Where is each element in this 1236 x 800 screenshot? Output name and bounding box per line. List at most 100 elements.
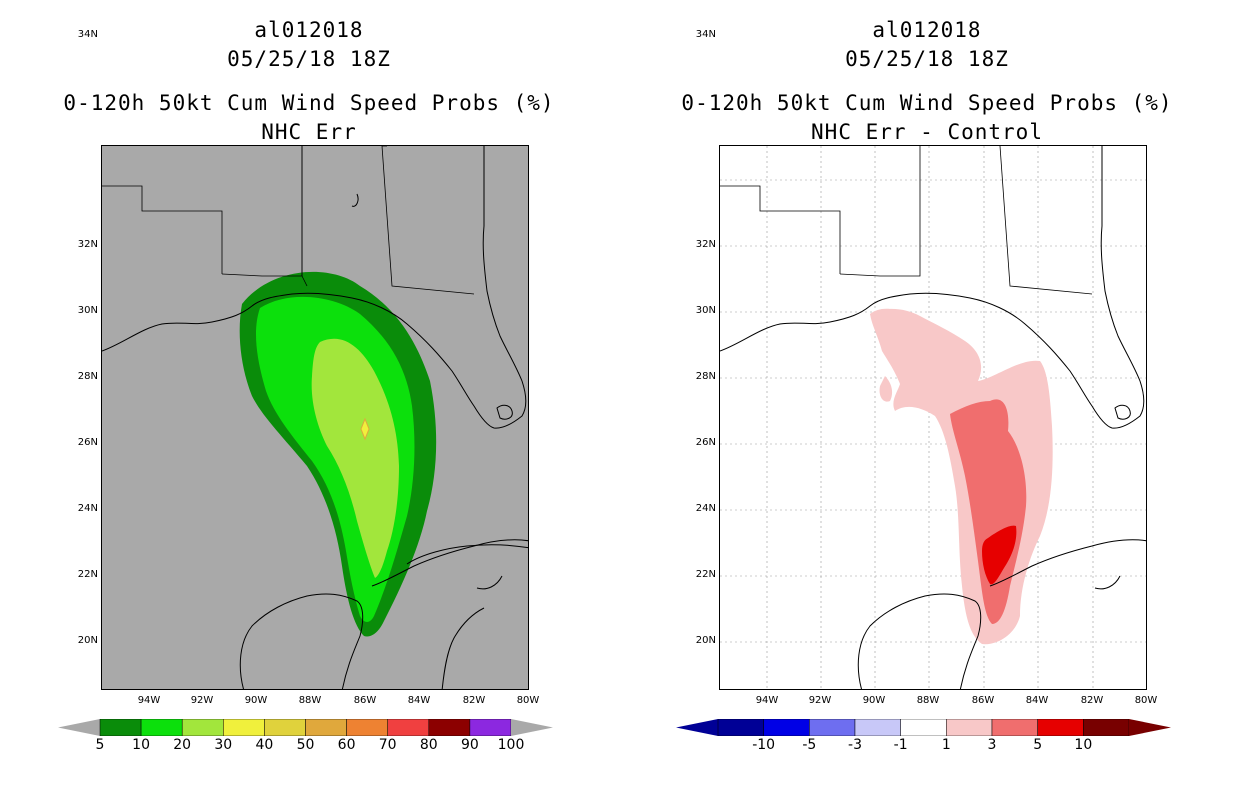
probability-map bbox=[101, 145, 529, 690]
colorbar-segment bbox=[946, 719, 993, 736]
colorbar-segment bbox=[264, 719, 306, 736]
colorbar-segment bbox=[809, 719, 856, 736]
colorbar-segment bbox=[854, 719, 901, 736]
lat-label: 32N bbox=[77, 239, 98, 250]
colorbar-segment bbox=[717, 719, 764, 736]
colorbar-segment bbox=[469, 719, 512, 736]
lon-label: 90W bbox=[862, 695, 886, 706]
colorbar-segment bbox=[428, 719, 471, 736]
colorbar-label: 3 bbox=[987, 737, 997, 753]
lat-label: 22N bbox=[695, 569, 716, 580]
left-panel: al012018 05/25/18 18Z 0-120h 50kt Cum Wi… bbox=[58, 18, 555, 753]
colorbar bbox=[58, 719, 553, 736]
colorbar-label: -10 bbox=[752, 737, 776, 753]
colorbar-label: -5 bbox=[802, 737, 817, 753]
lon-label: 94W bbox=[137, 695, 161, 706]
colorbar bbox=[676, 719, 1171, 736]
forecast-time: 05/25/18 18Z bbox=[845, 47, 1009, 71]
lat-label: 28N bbox=[77, 371, 98, 382]
lon-label: 92W bbox=[808, 695, 832, 706]
lon-label: 80W bbox=[1134, 695, 1158, 706]
lat-label: 30N bbox=[695, 305, 716, 316]
colorbar-segment bbox=[1037, 719, 1084, 736]
coastlines bbox=[720, 146, 1146, 689]
state-borders bbox=[102, 146, 475, 295]
lon-label: 82W bbox=[462, 695, 486, 706]
colorbar-segment bbox=[387, 719, 430, 736]
lat-label: 20N bbox=[77, 635, 98, 646]
colorbar-label: 60 bbox=[337, 737, 356, 753]
colorbar-label: 5 bbox=[95, 737, 105, 753]
colorbar-left-arrow bbox=[676, 719, 718, 736]
colorbar-left-arrow bbox=[58, 719, 100, 736]
colorbar-label: -1 bbox=[893, 737, 908, 753]
lon-label: 94W bbox=[755, 695, 779, 706]
lon-label: 88W bbox=[916, 695, 940, 706]
colorbar-label: 5 bbox=[1033, 737, 1043, 753]
lon-label: 84W bbox=[1025, 695, 1049, 706]
panel-subtitle: NHC Err bbox=[261, 120, 357, 144]
forecast-time: 05/25/18 18Z bbox=[227, 47, 391, 71]
lat-label: 20N bbox=[695, 635, 716, 646]
colorbar-label: 50 bbox=[296, 737, 315, 753]
difference-map bbox=[719, 145, 1147, 690]
colorbar-segment bbox=[99, 719, 142, 736]
colorbar-label: 10 bbox=[1074, 737, 1093, 753]
lon-label: 82W bbox=[1080, 695, 1104, 706]
lat-label: 24N bbox=[695, 503, 716, 514]
contour-1-coast bbox=[870, 308, 905, 327]
lat-label: 28N bbox=[695, 371, 716, 382]
colorbar-segment bbox=[900, 719, 947, 736]
lon-label: 92W bbox=[190, 695, 214, 706]
colorbar-segment bbox=[140, 719, 183, 736]
lon-label: 90W bbox=[244, 695, 268, 706]
lon-label: 88W bbox=[298, 695, 322, 706]
lat-label: 32N bbox=[695, 239, 716, 250]
storm-id: al012018 bbox=[254, 18, 364, 42]
lat-label: 34N bbox=[695, 29, 716, 40]
coastlines bbox=[102, 146, 528, 689]
product-title: 0-120h 50kt Cum Wind Speed Probs (%) bbox=[63, 91, 555, 115]
colorbar-segment bbox=[346, 719, 388, 736]
colorbar-label: 70 bbox=[378, 737, 397, 753]
lat-label: 26N bbox=[695, 437, 716, 448]
colorbar-label: 100 bbox=[497, 737, 525, 753]
lat-label: 30N bbox=[77, 305, 98, 316]
lat-label: 34N bbox=[77, 29, 98, 40]
yucatan-outline bbox=[441, 607, 485, 689]
contour-5 bbox=[982, 525, 1017, 585]
lat-label: 24N bbox=[77, 503, 98, 514]
colorbar-segment bbox=[181, 719, 224, 736]
colorbar-segment bbox=[223, 719, 265, 736]
colorbar-segment bbox=[1083, 719, 1130, 736]
colorbar-label: 1 bbox=[941, 737, 951, 753]
product-title: 0-120h 50kt Cum Wind Speed Probs (%) bbox=[681, 91, 1173, 115]
contour-20 bbox=[311, 338, 399, 578]
colorbar-label: 40 bbox=[255, 737, 274, 753]
contour-3 bbox=[950, 399, 1027, 624]
colorbar-label: 30 bbox=[214, 737, 233, 753]
storm-id: al012018 bbox=[872, 18, 982, 42]
colorbar-label: 20 bbox=[173, 737, 192, 753]
contour-30 bbox=[360, 417, 370, 441]
panel-subtitle: NHC Err - Control bbox=[811, 120, 1043, 144]
colorbar-label: 90 bbox=[460, 737, 479, 753]
colorbar-label: 80 bbox=[419, 737, 438, 753]
lon-label: 84W bbox=[407, 695, 431, 706]
cuba-outline bbox=[406, 544, 528, 565]
colorbar-label: -3 bbox=[848, 737, 862, 753]
colorbar-label: 10 bbox=[132, 737, 150, 753]
colorbar-segment bbox=[305, 719, 347, 736]
lat-label: 22N bbox=[77, 569, 98, 580]
contour-1-small bbox=[879, 376, 893, 402]
lon-label: 80W bbox=[516, 695, 540, 706]
lon-label: 86W bbox=[353, 695, 377, 706]
lon-label: 86W bbox=[971, 695, 995, 706]
colorbar-segment bbox=[991, 719, 1038, 736]
map-background bbox=[720, 146, 1146, 689]
state-borders bbox=[720, 146, 1093, 295]
colorbar-right-arrow bbox=[1129, 719, 1171, 736]
right-panel: al012018 05/25/18 18Z 0-120h 50kt Cum Wi… bbox=[618, 0, 1236, 800]
colorbar-segment bbox=[763, 719, 810, 736]
colorbar-right-arrow bbox=[511, 719, 553, 736]
